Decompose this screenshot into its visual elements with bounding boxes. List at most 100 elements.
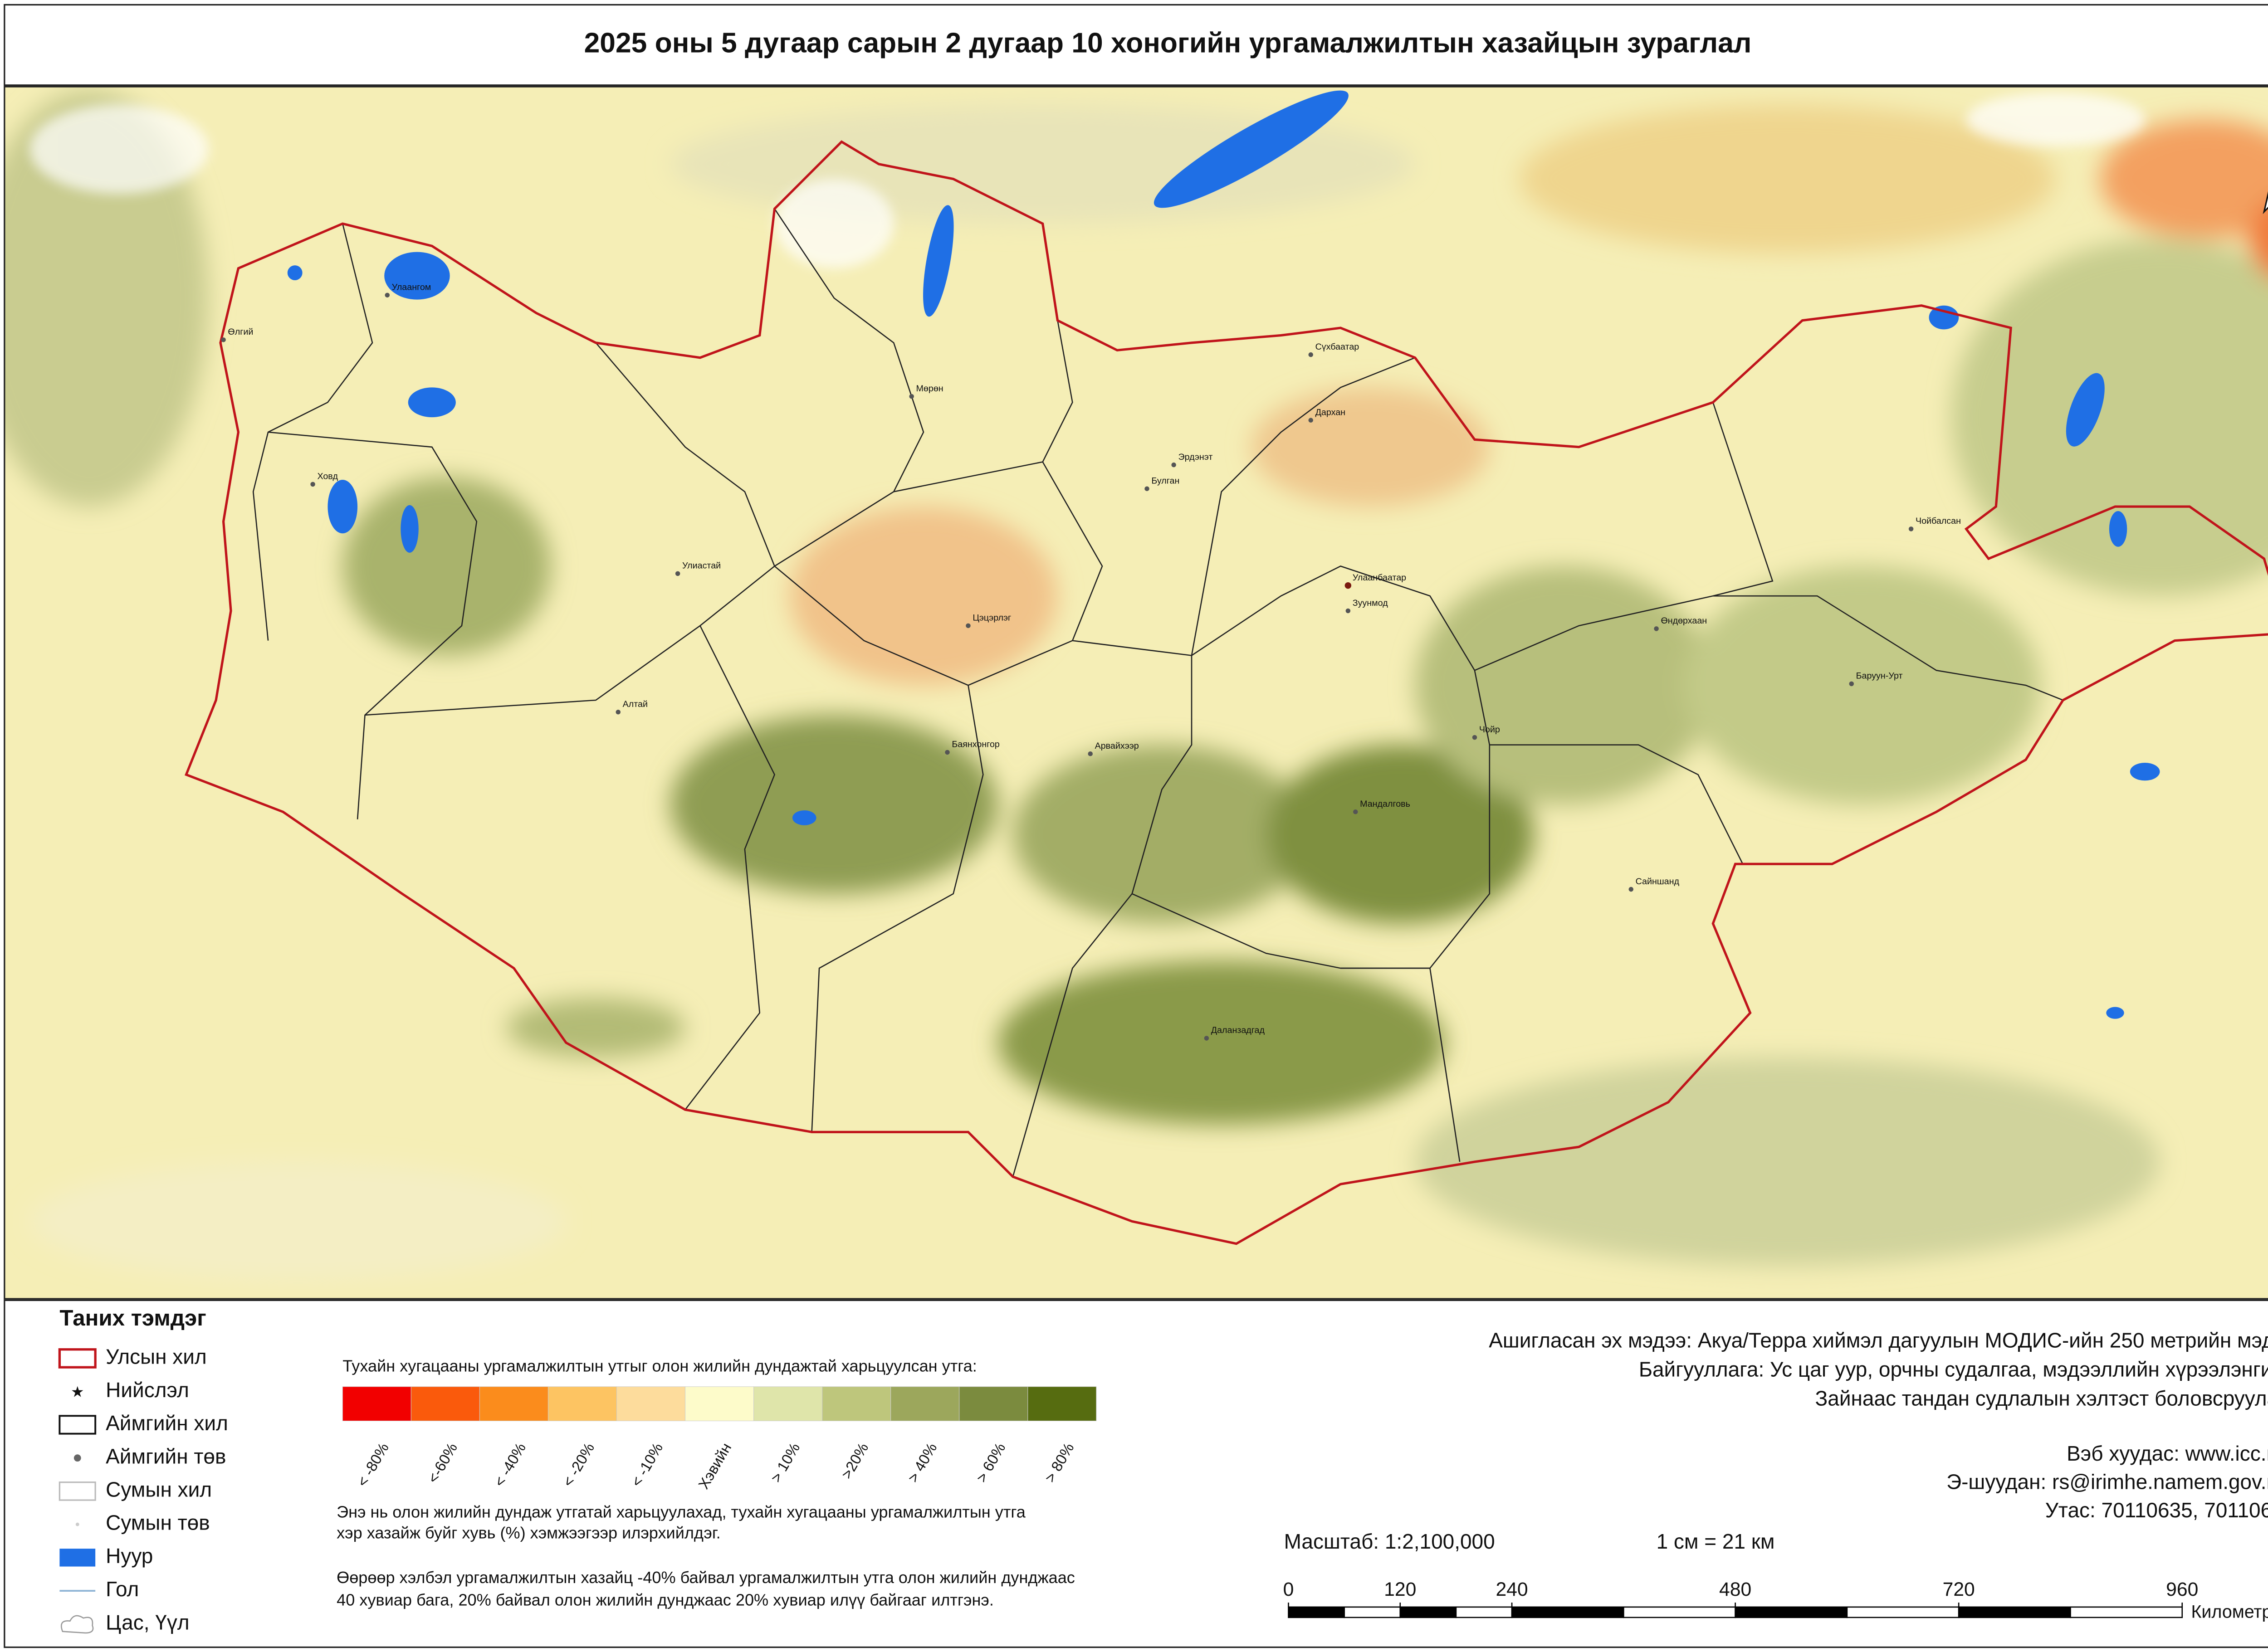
place-label: Улаанбаатар [1353, 573, 1406, 583]
place-label: Булган [1151, 476, 1179, 486]
scale-segment [1958, 1606, 2071, 1618]
snow-cloud [29, 93, 2145, 268]
place-label: Цэцэрлэг [973, 613, 1011, 623]
scale-segment [1399, 1606, 1457, 1618]
contacts: Вэб хуудас: www.icc.mn Э-шуудан: rs@irimh… [1946, 1442, 2268, 1522]
contact-line: Вэб хуудас: www.icc.mn [2067, 1442, 2268, 1465]
scale-segment [1455, 1606, 1513, 1618]
legend-label: Гол [106, 1577, 139, 1601]
note-line: 40 хувиар бага, 20% байвал олон жилийн д… [337, 1590, 994, 1609]
legend-symbol [59, 1481, 96, 1501]
color-scale: < -80% <-60% < -40% < -20% < -10% Хэвийн > 10%… [342, 1386, 1097, 1492]
place-label: Зуунмод [1353, 598, 1388, 608]
scale-segment [1511, 1606, 1624, 1618]
legend-label: Улсын хил [106, 1345, 207, 1369]
place-label: Даланзадгад [1211, 1025, 1265, 1035]
place-marker [1654, 626, 1659, 631]
place-label: Чойбалсан [1916, 516, 1961, 526]
notes: Энэ нь олон жилийн дундаж утгатай харьцу… [337, 1503, 1075, 1609]
place-label: Сайншанд [1636, 877, 1680, 887]
color-swatch [753, 1386, 823, 1421]
place-marker [1344, 582, 1352, 589]
color-swatch [959, 1386, 1028, 1421]
place-marker [1908, 526, 1914, 531]
color-swatch [411, 1386, 480, 1421]
place-marker [221, 337, 226, 342]
credit-line: Зайнаас тандан судлалын хэлтэст боловсру… [1815, 1387, 2268, 1410]
scale-equivalence: 1 см = 21 км [1657, 1530, 1775, 1553]
province-borders [252, 208, 2063, 1177]
vegetation-patches [4, 89, 2268, 1281]
legend-label: Цас, Үүл [106, 1610, 189, 1634]
place-marker [966, 623, 971, 629]
place-marker [1308, 418, 1313, 423]
scale-segment [2070, 1606, 2183, 1618]
place-label: Өлгий [228, 327, 253, 337]
place-label: Мөрөн [916, 384, 943, 394]
place-marker [909, 394, 914, 399]
color-swatch [890, 1386, 960, 1421]
place-label: Баянхонгор [952, 740, 1000, 750]
legend-label: Аймгийн хил [106, 1411, 228, 1435]
map-title: 2025 оны 5 дугаар сарын 2 дугаар 10 хоно… [584, 28, 1752, 59]
place-marker [1144, 486, 1149, 491]
north-arrow: N [2263, 191, 2268, 214]
scale-segment [1735, 1606, 1848, 1618]
scale-segment [1846, 1606, 1960, 1618]
legend-symbol [58, 1348, 97, 1369]
credit-line: Байгууллага: Ус цаг уур, орчны судалгаа,… [1639, 1358, 2268, 1381]
color-scale-caption: Тухайн хугацааны ургамалжилтын утгыг оло… [342, 1357, 977, 1375]
place-marker [1204, 1036, 1209, 1041]
place-labels: Улаанбаатар Мөрөн Улиастай Ховд Өлгий Улаанго… [221, 283, 1961, 1041]
legend: Улсын хил ★ Нийслэл Аймгийн хил Аймгийн төв С… [58, 1345, 228, 1634]
place-marker [1088, 751, 1093, 756]
color-swatch [616, 1386, 686, 1421]
legend-label: Аймгийн төв [106, 1444, 226, 1468]
color-swatch [685, 1386, 754, 1421]
color-swatch [547, 1386, 617, 1421]
place-marker [1628, 887, 1634, 892]
color-swatch [479, 1386, 548, 1421]
legend-symbol [59, 1549, 96, 1567]
legend-title: Таних тэмдэг [59, 1306, 206, 1330]
legend-label: Нийслэл [106, 1378, 189, 1402]
place-label: Чойр [1479, 725, 1500, 735]
legend-symbol [60, 1615, 94, 1634]
map-frame: Улаанбаатар Мөрөн Улиастай Ховд Өлгий Улаанго… [4, 87, 2268, 1299]
place-label: Ховд [317, 472, 338, 482]
scale-tick-label: 240 [1496, 1579, 1528, 1600]
note-line: хэр хазайж буйг хувь (%) хэмжээгээр илэр… [337, 1523, 721, 1542]
title-box [4, 4, 2268, 86]
scale-tick-label: 960 [2166, 1579, 2198, 1600]
place-label: Дархан [1315, 407, 1345, 417]
color-swatch [822, 1386, 891, 1421]
place-marker [945, 750, 950, 755]
credit-line: Ашигласан эх мэдээ: Акуа/Терра хиймэл да… [1489, 1328, 2268, 1352]
place-marker [1353, 809, 1358, 814]
place-label: Мандалговь [1360, 799, 1410, 809]
color-swatch [342, 1386, 411, 1421]
place-marker [1171, 462, 1176, 468]
legend-panel [4, 1299, 2268, 1648]
place-label: Арвайхээр [1095, 741, 1139, 751]
legend-label: Сумын төв [106, 1511, 210, 1535]
note-line: Энэ нь олон жилийн дундаж утгатай харьцу… [337, 1503, 1026, 1521]
map-border [4, 86, 2268, 1300]
scale-segment [1344, 1606, 1401, 1618]
scale-tick-label: 120 [1384, 1579, 1416, 1600]
place-marker [385, 292, 390, 298]
place-label: Эрдэнэт [1178, 452, 1212, 462]
place-marker [675, 571, 680, 576]
contact-line: Утас: 70110635, 70110638 [2045, 1498, 2268, 1522]
contact-line: Э-шуудан: rs@irimhe.namem.gov.mn [1946, 1470, 2268, 1493]
scale-tick-label: 720 [1943, 1579, 1975, 1600]
place-label: Улаангом [392, 283, 431, 292]
legend-symbol: ★ [71, 1384, 84, 1400]
credits: Ашигласан эх мэдээ: Акуа/Терра хиймэл да… [1489, 1328, 2268, 1410]
legend-symbol [59, 1415, 97, 1435]
scale-tick-label: 0 [1283, 1579, 1294, 1600]
place-label: Өндөрхаан [1661, 616, 1707, 626]
